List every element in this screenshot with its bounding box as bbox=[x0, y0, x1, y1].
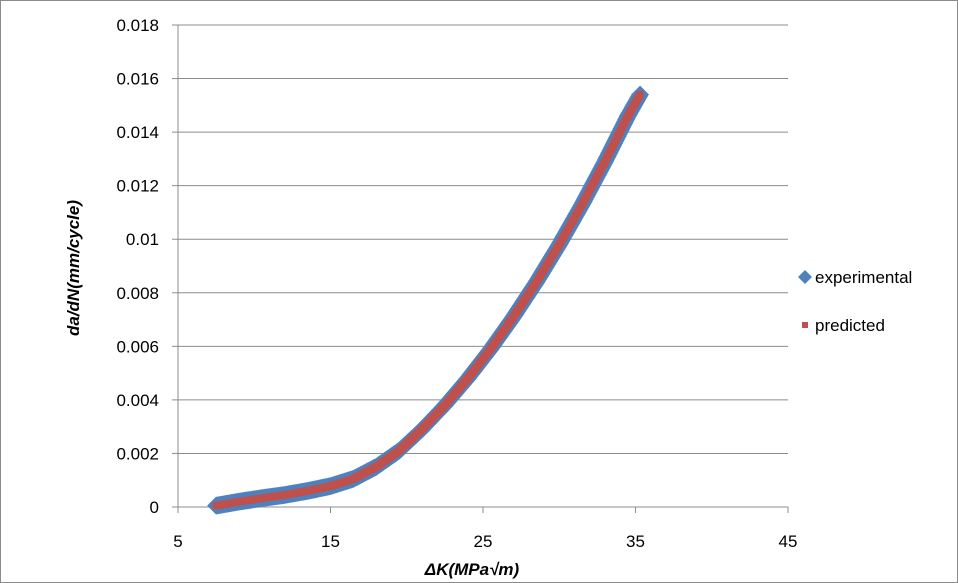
y-tick-label: 0.004 bbox=[116, 391, 159, 410]
y-axis-title: da/dN(mm/cycle) bbox=[64, 200, 83, 336]
y-tick-label: 0.002 bbox=[116, 444, 159, 463]
series-predicted bbox=[212, 91, 644, 510]
legend-label-predicted: predicted bbox=[815, 316, 885, 335]
x-tick-label: 25 bbox=[474, 532, 493, 551]
x-tick-label: 5 bbox=[173, 532, 182, 551]
legend-label-experimental: experimental bbox=[815, 268, 912, 287]
x-tick-label: 15 bbox=[321, 532, 340, 551]
data-point-predicted bbox=[636, 91, 644, 99]
x-tick-label: 45 bbox=[779, 532, 798, 551]
y-tick-label: 0.008 bbox=[116, 284, 159, 303]
y-tick-label: 0.01 bbox=[126, 230, 159, 249]
y-tick-label: 0 bbox=[150, 498, 159, 517]
legend-marker-experimental bbox=[798, 270, 812, 284]
series-experimental bbox=[207, 85, 650, 515]
y-tick-label: 0.006 bbox=[116, 337, 159, 356]
tick-labels: 0 0.002 0.004 0.006 0.008 0.01 0.012 0.014 0.016… bbox=[116, 16, 797, 551]
x-axis-title: ΔK(MPa√m) bbox=[424, 560, 520, 579]
y-tick-label: 0.018 bbox=[116, 16, 159, 35]
axes bbox=[172, 24, 789, 513]
y-tick-label: 0.016 bbox=[116, 70, 159, 89]
legend-marker-predicted bbox=[802, 322, 808, 328]
x-tick-label: 35 bbox=[626, 532, 645, 551]
legend: experimental predicted bbox=[798, 268, 912, 335]
y-tick-label: 0.012 bbox=[116, 177, 159, 196]
data-series bbox=[207, 85, 650, 515]
y-tick-label: 0.014 bbox=[116, 123, 159, 142]
gridlines bbox=[178, 24, 788, 454]
